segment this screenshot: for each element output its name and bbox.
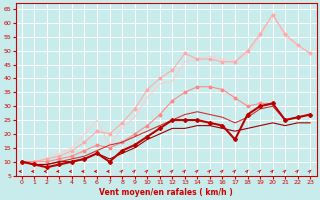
X-axis label: Vent moyen/en rafales ( km/h ): Vent moyen/en rafales ( km/h ) bbox=[99, 188, 233, 197]
